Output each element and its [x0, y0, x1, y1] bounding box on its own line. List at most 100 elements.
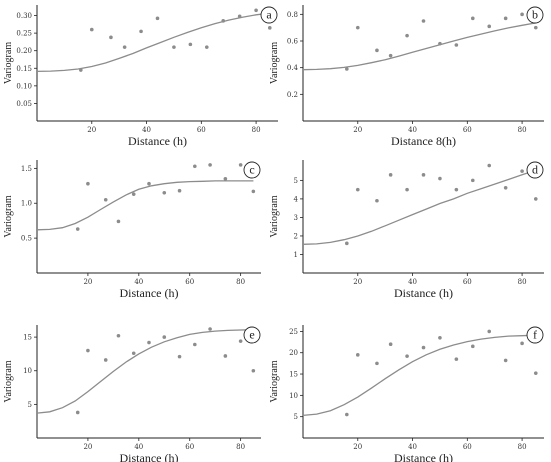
data-point: [79, 68, 83, 72]
y-tick-label: 0.6: [287, 38, 299, 46]
panel-letter: c: [249, 163, 254, 177]
y-axis-title: Variogram: [269, 360, 280, 402]
data-point: [162, 190, 167, 195]
model-curve: [36, 329, 254, 414]
data-point: [421, 19, 426, 23]
x-tick-label: 20: [353, 443, 362, 451]
y-tick-label: 4: [294, 195, 299, 203]
data-point: [155, 16, 160, 21]
x-tick-label: 40: [408, 278, 417, 286]
y-tick-label: 15: [23, 334, 32, 342]
data-point: [116, 219, 121, 224]
data-point: [238, 163, 243, 167]
y-tick-label: 25: [289, 328, 298, 336]
data-point: [533, 197, 538, 201]
y-tick-label: 0.20: [16, 47, 32, 55]
y-tick-label: 5: [294, 177, 298, 185]
data-point: [254, 8, 258, 13]
data-point: [388, 53, 393, 58]
data-point: [520, 341, 524, 346]
data-point: [470, 16, 475, 21]
data-point: [487, 163, 492, 168]
y-tick-label: 1: [294, 251, 298, 259]
x-axis-title: Distance 8(h): [391, 134, 456, 148]
model-curve: [302, 334, 536, 417]
x-tick-label: 60: [197, 126, 206, 134]
y-tick-label: 5: [28, 401, 32, 409]
data-point: [193, 164, 197, 169]
y-tick-label: 3: [294, 214, 298, 222]
y-tick-label: 1.5: [21, 165, 32, 173]
data-point: [208, 163, 212, 167]
panel-letter: d: [532, 163, 538, 177]
x-tick-label: 80: [518, 126, 527, 134]
panel-letter: f: [533, 328, 537, 342]
x-tick-label: 40: [408, 443, 417, 451]
data-point: [405, 354, 409, 358]
data-point: [221, 19, 226, 23]
panel-letter: e: [249, 328, 254, 342]
x-axis-title: Distance (h): [394, 286, 453, 300]
x-tick-label: 60: [463, 126, 472, 134]
y-tick-label: 1.0: [21, 200, 32, 208]
x-tick-label: 40: [134, 278, 143, 286]
data-point: [533, 371, 538, 375]
panel-f: 20 40 60 80 5 10 15 20 25 Distance (h) Variogram f: [269, 325, 544, 462]
data-point: [438, 176, 442, 181]
y-tick-label: 0.8: [287, 11, 298, 19]
data-point: [520, 169, 524, 173]
data-point: [147, 181, 151, 186]
y-tick-label: 0.10: [16, 82, 32, 90]
panel-badge: [526, 326, 544, 344]
data-point: [454, 43, 459, 47]
data-point: [139, 29, 143, 34]
data-point: [131, 351, 136, 356]
data-point: [103, 358, 108, 362]
data-point: [89, 27, 94, 32]
data-point: [355, 187, 360, 192]
data-point: [470, 344, 475, 349]
x-tick-label: 80: [518, 443, 527, 451]
x-tick-label: 80: [252, 126, 261, 134]
data-point: [116, 333, 121, 338]
model-curve: [36, 180, 254, 231]
data-point: [487, 329, 492, 334]
panel-badge: [260, 6, 278, 24]
panel-b: 20 40 60 80 0.2 0.4 0.6 0.8 Distance 8(h) Variogr…: [269, 5, 544, 148]
data-point: [86, 348, 90, 353]
model-curve: [36, 12, 270, 73]
data-point: [251, 368, 256, 373]
y-axis-title: Variogram: [269, 195, 280, 237]
data-point: [177, 354, 182, 359]
data-point: [345, 67, 349, 71]
data-point: [345, 241, 349, 246]
data-point: [503, 16, 508, 21]
data-point: [237, 14, 242, 19]
data-point: [223, 354, 228, 358]
data-point: [375, 48, 379, 53]
data-point: [238, 339, 243, 343]
y-tick-label: 0.5: [21, 235, 32, 243]
data-point: [162, 335, 167, 339]
data-point: [109, 35, 113, 40]
y-tick-label: 0.4: [287, 64, 299, 72]
panel-letter: a: [266, 8, 272, 22]
data-point: [251, 189, 256, 194]
data-point: [533, 25, 538, 30]
data-point: [438, 41, 442, 46]
x-axis-title: Distance (h): [128, 134, 187, 148]
y-tick-label: 5: [294, 413, 298, 421]
y-axis-title: Variogram: [3, 360, 14, 402]
x-tick-label: 20: [87, 126, 96, 134]
panel-badge: [526, 6, 544, 24]
panel-c: 20 40 60 80 0.5 1.0 1.5 Distance (h) Variogram c: [3, 160, 261, 300]
data-point: [267, 26, 272, 30]
data-point: [355, 353, 360, 357]
data-point: [421, 345, 426, 350]
model-curve: [302, 169, 537, 245]
data-point: [86, 181, 90, 186]
data-point: [177, 188, 182, 193]
y-tick-label: 0.30: [16, 12, 32, 20]
x-tick-label: 20: [83, 443, 92, 451]
